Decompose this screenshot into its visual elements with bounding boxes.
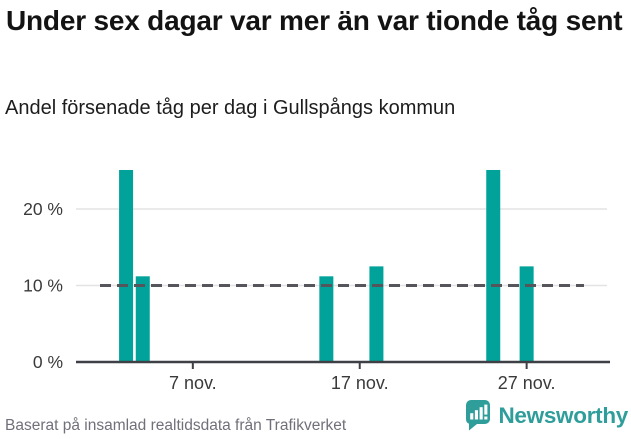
bar-chart: 0 % 10 % 20 % 7 nov. 17 nov. 27 nov.	[23, 169, 610, 393]
bar	[519, 266, 534, 362]
bar	[369, 266, 384, 362]
chart-title: Under sex dagar var mer än var tionde tå…	[6, 5, 623, 36]
bar	[486, 169, 501, 362]
y-tick-label: 20 %	[23, 199, 63, 219]
x-tick-label: 17 nov.	[331, 373, 389, 393]
newsworthy-logo[interactable]: Newsworthy	[465, 400, 628, 436]
bar	[135, 276, 150, 362]
bar	[319, 276, 334, 362]
x-tick-label: 27 nov.	[498, 373, 556, 393]
source-note: Baserat på insamlad realtidsdata från Tr…	[5, 417, 347, 434]
newsworthy-logo-text: Newsworthy	[498, 403, 628, 428]
y-tick-label: 0 %	[33, 352, 63, 372]
x-tick-label: 7 nov.	[169, 373, 217, 393]
bar	[119, 169, 134, 362]
chart-area: 0 % 10 % 20 % 7 nov. 17 nov. 27 nov.	[0, 150, 631, 395]
y-tick-label: 10 %	[23, 276, 63, 296]
newsworthy-logo-icon	[465, 400, 491, 436]
chart-subtitle: Andel försenade tåg per dag i Gullspångs…	[5, 97, 456, 119]
